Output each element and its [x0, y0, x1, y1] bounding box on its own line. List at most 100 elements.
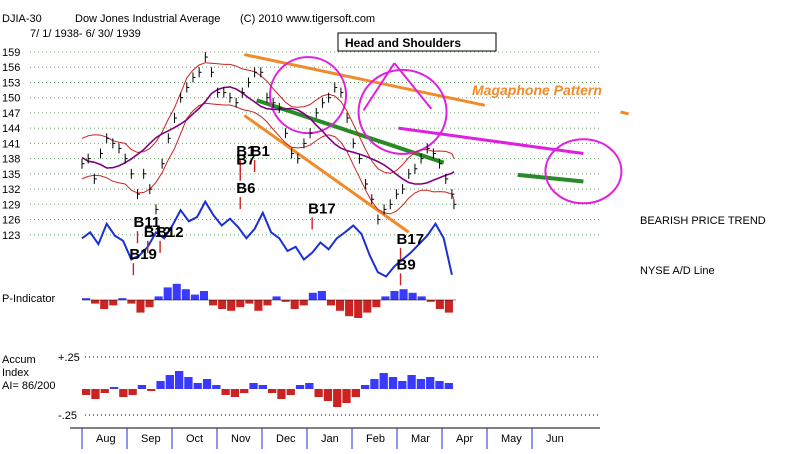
ad-line — [81, 199, 453, 278]
signal-label: B6 — [236, 180, 255, 197]
y-tick-label: 132 — [2, 184, 20, 196]
p-indicator-bar — [154, 296, 163, 300]
signal-label: B7 — [236, 152, 255, 169]
accum-bar — [137, 385, 147, 389]
p-indicator-bar — [136, 300, 145, 313]
accum-bar — [165, 375, 174, 389]
y-tick-label: 153 — [2, 77, 20, 89]
accum-bar — [351, 389, 360, 397]
signal-label: B17 — [308, 200, 336, 217]
accum-bar — [360, 385, 370, 389]
accum-bar — [249, 383, 258, 389]
y-axis: 159 156 153 150 147 144 141 138 135 132 129 126 123 — [2, 47, 20, 242]
x-tick-label: Oct — [186, 433, 203, 445]
y-tick-label: 123 — [2, 230, 20, 242]
x-tick-label: Feb — [366, 433, 385, 445]
signal-label: B19 — [129, 246, 157, 263]
accum-bar — [435, 381, 444, 389]
accum-label-2: Index — [2, 367, 29, 379]
ticker-label: DJIA-30 — [2, 13, 42, 25]
moving-average — [81, 86, 455, 185]
accum-bar — [147, 389, 156, 391]
x-axis-band — [0, 428, 800, 449]
hs-neckline-right — [517, 172, 584, 184]
p-indicator-bar — [236, 300, 245, 308]
accum-bar — [388, 377, 398, 389]
accum-bar — [174, 371, 184, 389]
p-indicator-layer — [82, 283, 457, 318]
p-indicator-bar — [426, 300, 435, 302]
accum-bar — [398, 381, 407, 389]
accum-bar — [91, 389, 100, 399]
y-tick-label: 129 — [2, 199, 20, 211]
p-indicator-bar — [109, 300, 118, 306]
pointer-right — [393, 62, 433, 110]
p-indicator-bar — [263, 300, 272, 306]
accum-bar — [295, 385, 305, 389]
copyright-text: (C) 2010 www.tigersoft.com — [240, 13, 375, 25]
nyse-ad-label: NYSE A/D Line — [640, 265, 715, 277]
accum-bar — [100, 389, 109, 393]
p-indicator-bar — [336, 300, 345, 311]
p-indicator-bar — [381, 296, 390, 300]
accum-bar — [193, 383, 202, 389]
signal-label: B12 — [156, 224, 184, 241]
accum-bar — [119, 389, 128, 397]
p-indicator-bar — [272, 296, 281, 300]
accum-layer — [82, 356, 600, 416]
accum-bar — [258, 385, 267, 389]
accum-bar — [342, 389, 351, 403]
p-indicator-bar — [245, 300, 254, 304]
accum-bar — [323, 389, 333, 401]
x-tick-label: Nov — [231, 433, 251, 445]
p-indicator-bar — [372, 300, 381, 308]
megaphone-label: Magaphone Pattern — [472, 82, 602, 98]
accum-bar — [128, 389, 137, 395]
accum-bar — [184, 377, 193, 389]
p-indicator-bar — [181, 289, 190, 300]
p-indicator-bar — [408, 292, 417, 300]
accum-bar — [230, 389, 240, 397]
x-tick-label: Sep — [141, 433, 161, 445]
index-name: Dow Jones Industrial Average — [75, 13, 220, 25]
y-tick-label: 141 — [2, 138, 20, 150]
p-indicator-bar — [82, 298, 91, 300]
accum-bar — [277, 389, 286, 399]
accum-bar — [156, 381, 165, 389]
x-axis: Aug Sep Oct Nov Dec Jan Feb Mar Apr May Jun — [0, 427, 800, 449]
accum-bar — [407, 375, 416, 389]
p-indicator-bar — [199, 291, 209, 300]
p-indicator-bar — [91, 300, 100, 304]
accum-bar — [305, 383, 314, 389]
y-tick-label: 126 — [2, 215, 20, 227]
accum-bar — [314, 389, 323, 397]
signal-label: B1 — [251, 143, 270, 160]
upper-band — [81, 62, 455, 174]
p-indicator-bar — [363, 300, 372, 313]
pointer-left — [362, 62, 396, 111]
accum-bar — [212, 385, 221, 389]
p-indicator-bar — [390, 291, 399, 300]
x-tick-label: Mar — [411, 433, 430, 445]
y-tick-label: 144 — [2, 123, 20, 135]
p-indicator-bar — [145, 300, 154, 308]
y-tick-label: 135 — [2, 169, 20, 181]
p-indicator-bar — [308, 292, 317, 300]
accum-bar — [82, 389, 91, 395]
ad-line-layer — [81, 199, 453, 278]
p-indicator-bar — [417, 296, 426, 300]
p-indicator-bar — [172, 283, 181, 300]
head-shoulders-label: Head and Shoulders — [345, 36, 461, 50]
p-indicator-bar — [227, 300, 236, 311]
p-indicator-bar — [281, 300, 290, 302]
grid-layer — [30, 51, 600, 236]
x-tick-label: Aug — [96, 433, 116, 445]
x-tick-label: Dec — [276, 433, 296, 445]
x-tick-label: Jan — [321, 433, 339, 445]
p-indicator-bar — [163, 287, 172, 300]
x-tick-label: Apr — [456, 433, 473, 445]
x-tick-label: May — [501, 433, 522, 445]
y-tick-label: 159 — [2, 47, 20, 59]
